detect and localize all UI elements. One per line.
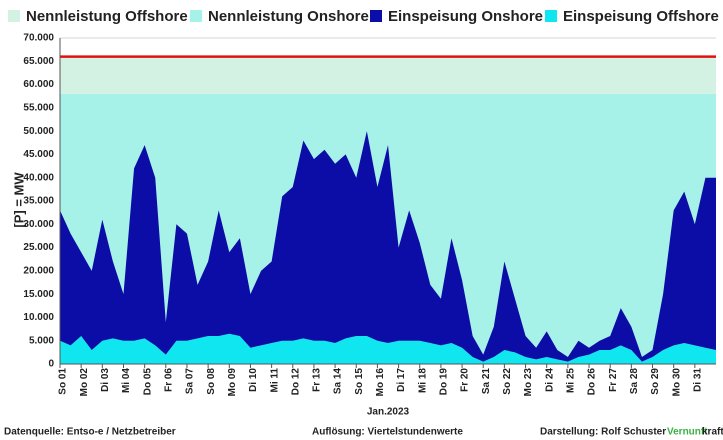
- x-tick-label: Do 26: [587, 368, 598, 396]
- x-tick-label: Mo 02: [79, 368, 90, 397]
- x-tick-label: Do 12: [290, 368, 301, 396]
- x-tick-label: Di 17: [396, 368, 407, 392]
- y-tick-label: 15.000: [23, 289, 54, 300]
- x-tick-label: Mo 23: [523, 368, 534, 397]
- y-tick-label: 20.000: [23, 265, 54, 276]
- y-tick-label: 65.000: [23, 56, 54, 67]
- x-tick-label: Sa 07: [185, 368, 196, 395]
- legend-label: Nennleistung Offshore: [26, 8, 188, 25]
- x-tick-label: So 22: [502, 368, 513, 395]
- legend-label: Einspeisung Offshore: [563, 8, 719, 25]
- x-tick-label: Mo 16: [375, 368, 386, 397]
- x-tick-label: Mo 30: [671, 368, 682, 397]
- x-tick-label: So 29: [650, 368, 661, 395]
- legend-swatch: [8, 10, 20, 22]
- x-tick-label: Di 10: [248, 368, 259, 392]
- area: [60, 131, 716, 362]
- y-tick-label: 10.000: [23, 312, 54, 323]
- footer-brand: Vernunft: [667, 427, 708, 438]
- y-tick-label: 60.000: [23, 79, 54, 90]
- x-tick-label: Mi 04: [121, 368, 132, 393]
- y-tick-label: 50.000: [23, 126, 54, 137]
- y-tick-label: 0: [48, 359, 54, 370]
- x-tick-label: Mi 11: [269, 368, 280, 393]
- y-tick-label: 70.000: [23, 33, 54, 44]
- legend-swatch: [190, 10, 202, 22]
- x-tick-label: Do 05: [142, 368, 153, 396]
- y-tick-label: 55.000: [23, 102, 54, 113]
- y-tick-label: 35.000: [23, 196, 54, 207]
- x-tick-label: Fr 27: [608, 368, 619, 392]
- x-tick-label: Mo 09: [227, 368, 238, 397]
- x-tick-label: So 15: [354, 368, 365, 395]
- x-tick-label: Fr 13: [312, 368, 323, 392]
- y-tick-label: 45.000: [23, 149, 54, 160]
- footer-source: Datenquelle: Entso-e / Netzbetreiber: [4, 427, 176, 438]
- x-tick-label: Mi 18: [417, 368, 428, 393]
- area: [60, 56, 716, 94]
- footer-resolution: Auflösung: Viertelstundenwerte: [312, 427, 463, 438]
- x-tick-label: So 01: [58, 368, 69, 395]
- x-tick-label: Do 19: [439, 368, 450, 396]
- footer-brand: kraft: [702, 427, 723, 438]
- x-tick-label: Di 31: [692, 368, 703, 392]
- x-axis-label: Jan.2023: [367, 407, 410, 418]
- x-tick-label: Fr 20: [460, 368, 471, 392]
- x-tick-label: Fr 06: [163, 368, 174, 392]
- area: [60, 333, 716, 364]
- y-axis-label: [P] = MW: [11, 172, 26, 228]
- legend-swatch: [545, 10, 557, 22]
- legend-label: Einspeisung Onshore: [388, 8, 543, 25]
- x-tick-label: So 08: [206, 368, 217, 395]
- footer-author: Darstellung: Rolf Schuster: [540, 427, 666, 438]
- x-tick-label: Di 03: [100, 368, 111, 392]
- y-tick-label: 30.000: [23, 219, 54, 230]
- x-tick-label: Sa 14: [333, 368, 344, 395]
- y-tick-label: 5.000: [29, 335, 54, 346]
- x-tick-label: Sa 21: [481, 368, 492, 395]
- y-tick-label: 25.000: [23, 242, 54, 253]
- x-tick-label: Di 24: [544, 368, 555, 392]
- legend-label: Nennleistung Onshore: [208, 8, 369, 25]
- x-tick-label: Mi 25: [566, 368, 577, 393]
- x-tick-label: Sa 28: [629, 368, 640, 395]
- legend-swatch: [370, 10, 382, 22]
- y-tick-label: 40.000: [23, 172, 54, 183]
